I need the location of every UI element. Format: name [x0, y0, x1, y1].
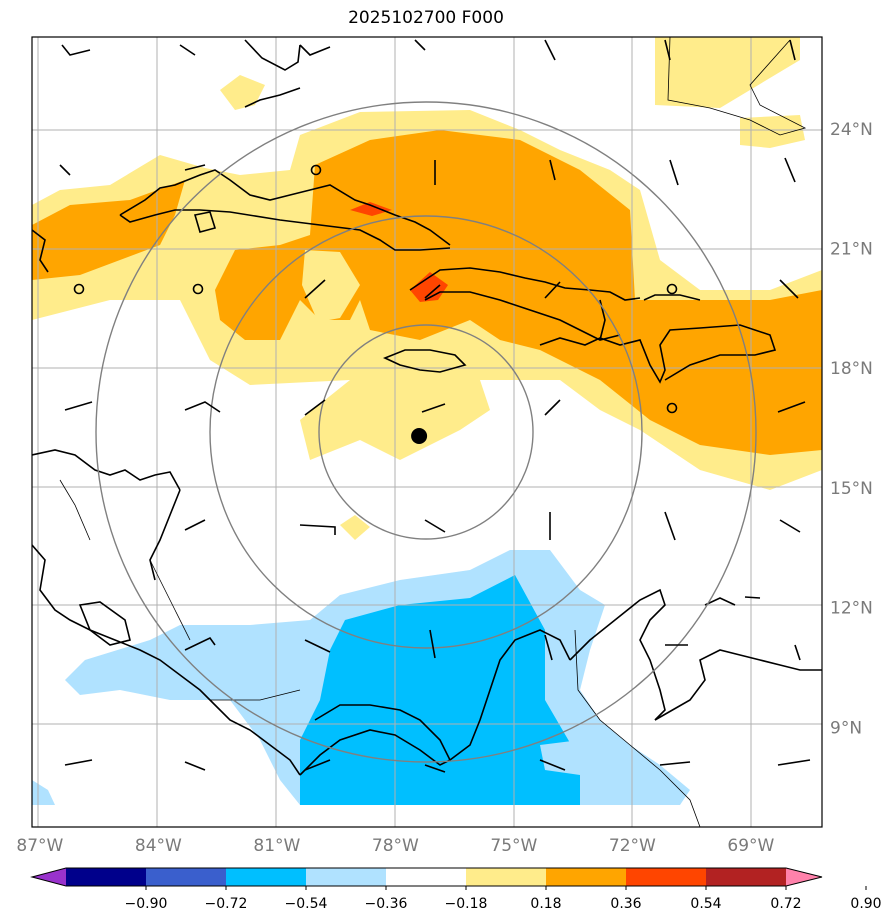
lat-tick-label: 18°N: [830, 359, 873, 379]
latitude-labels: 24°N 21°N 18°N 15°N 12°N 9°N: [830, 120, 873, 738]
wind-barbs: [59, 39, 811, 773]
map-frame: [31, 36, 823, 828]
colorbar-tick-label: 0.18: [530, 896, 561, 912]
calm-markers: [73, 164, 678, 414]
chart-title: 2025102700 F000: [348, 8, 504, 28]
colorbar-tick-label: 0.72: [770, 896, 801, 912]
colorbar-segment: [706, 868, 787, 886]
colorbar-tick-label: 0.54: [690, 896, 721, 912]
colorbar-tick-label: −0.18: [445, 896, 488, 912]
lon-tick-label: 69°W: [727, 836, 774, 856]
coastlines: [32, 39, 822, 776]
colorbar-segment: [626, 868, 707, 886]
colorbar-extend-high: [786, 868, 822, 886]
borders: [59, 37, 807, 827]
colorbar-extend-low: [32, 868, 66, 886]
lon-tick-label: 72°W: [609, 836, 656, 856]
colorbar-segment: [226, 868, 307, 886]
colorbar-segment: [66, 868, 147, 886]
colorbar-outline: [30, 867, 823, 887]
colorbar-segment: [306, 868, 387, 886]
colorbar-tick-label: −0.72: [205, 896, 248, 912]
lon-tick-label: 87°W: [16, 836, 63, 856]
lat-tick-label: 15°N: [830, 479, 873, 499]
lon-tick-label: 81°W: [253, 836, 300, 856]
colorbar-labels: −0.90 −0.72 −0.54 −0.36 −0.18 0.18 0.36 0.54 0.7…: [125, 886, 882, 912]
lon-tick-label: 78°W: [372, 836, 419, 856]
lat-tick-label: 9°N: [830, 718, 862, 738]
colorbar-tick-label: −0.54: [285, 896, 328, 912]
storm-center-marker: [411, 428, 428, 444]
red-patches: [350, 202, 448, 302]
lon-tick-label: 75°W: [490, 836, 537, 856]
colorbar: [30, 867, 823, 887]
lat-tick-label: 24°N: [830, 120, 873, 140]
lat-tick-label: 12°N: [830, 599, 873, 619]
colorbar-tick-label: −0.90: [125, 896, 168, 912]
colorbar-segment: [386, 868, 467, 886]
colorbar-segment: [546, 868, 627, 886]
colorbar-tick-label: 0.36: [610, 896, 641, 912]
gridlines: [32, 37, 822, 827]
map-area: [32, 37, 822, 827]
longitude-labels: 87°W 84°W 81°W 78°W 75°W 72°W 69°W: [16, 836, 774, 856]
colorbar-segment: [146, 868, 227, 886]
colorbar-segment: [466, 868, 547, 886]
colorbar-tick-label: −0.36: [365, 896, 408, 912]
range-rings: [95, 101, 757, 763]
lon-tick-label: 84°W: [135, 836, 182, 856]
colorbar-tick-label: 0.90: [850, 896, 881, 912]
lat-tick-label: 21°N: [830, 240, 873, 260]
